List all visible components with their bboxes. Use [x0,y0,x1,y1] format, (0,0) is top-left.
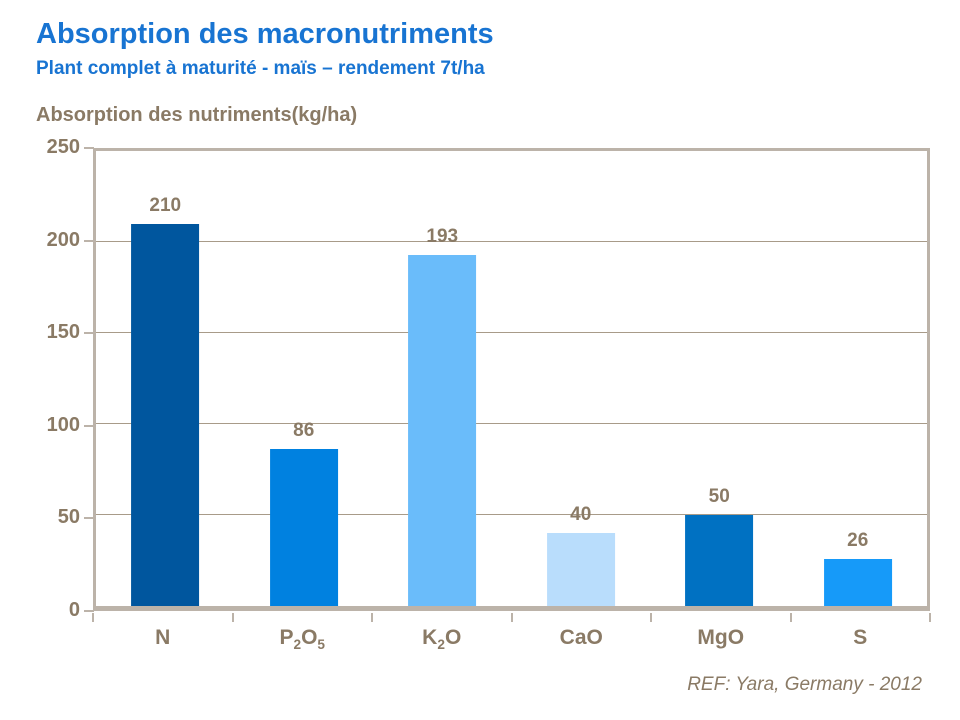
x-axis-label-CaO: CaO [559,626,603,649]
reference-note: REF: Yara, Germany - 2012 [687,674,922,695]
y-axis-tick [84,610,94,612]
bar-slot-S: 26 [789,151,928,606]
x-axis-tick [92,613,94,622]
x-axis-label-K2O: K2O [422,626,462,653]
bar-value-label: 210 [149,194,182,216]
y-axis-tick-label: 150 [46,321,80,344]
y-axis-tick-label: 50 [57,506,80,529]
plot-area: 210 86 193 40 50 26 [93,148,930,611]
y-axis-tick [84,332,94,335]
y-axis-tick [84,239,94,242]
y-axis-tick-label: 100 [46,413,80,436]
bar-slot-MgO: 50 [650,151,789,606]
x-axis-tick [510,613,513,622]
x-axis-label-MgO: MgO [697,626,745,649]
bar-N [131,223,200,606]
bar-P2O5 [269,449,338,606]
y-axis-tick [84,517,94,520]
y-axis-tick-label: 0 [68,599,80,621]
y-axis-tick [84,424,94,427]
x-axis-tick [371,613,373,622]
gridline [96,241,927,242]
y-axis-tick [84,147,94,149]
y-axis-tick-label: 200 [46,228,80,251]
y-axis-tick-label: 250 [46,136,80,158]
x-axis-labels: N P2O5 K2O CaO MgO S [93,626,930,660]
bar-value-label: 40 [570,504,592,526]
x-axis-label-S: S [853,626,868,649]
chart-subtitle: Plant complet à maturité - maïs – rendem… [36,58,485,79]
x-axis-tick [929,613,931,622]
x-axis-label-N: N [155,626,171,649]
bar-value-label: 86 [293,420,315,442]
bar-S [823,558,892,606]
x-axis-tick [789,613,792,622]
x-axis-tick [231,613,234,622]
bar-slot-P2O5: 86 [234,151,373,606]
bar-chart: 210 86 193 40 50 26 0 50 100 150 200 250 [0,136,960,622]
bar-CaO [546,533,615,606]
bar-value-label: 26 [847,529,869,551]
bar-slot-N: 210 [96,151,235,606]
gridline [96,514,927,515]
bar-slot-CaO: 40 [512,151,651,606]
bar-MgO [685,515,754,606]
bar-K2O [408,254,477,606]
gridline [96,423,927,424]
x-axis-label-P2O5: P2O5 [279,626,325,653]
bar-slot-K2O: 193 [373,151,512,606]
x-axis-tick [650,613,652,622]
y-axis-title: Absorption des nutriments(kg/ha) [36,104,358,126]
chart-title: Absorption des macronutriments [36,18,494,50]
bar-value-label: 193 [426,225,459,247]
bar-value-label: 50 [708,486,730,507]
gridline [96,332,927,333]
